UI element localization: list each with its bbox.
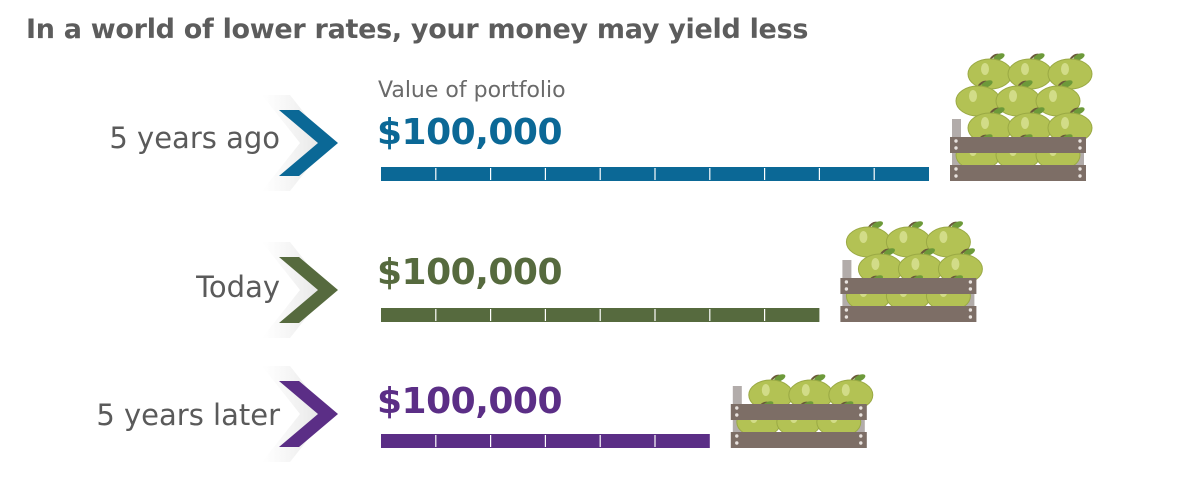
crate-rivet	[859, 413, 863, 417]
apple-highlight	[859, 231, 868, 243]
apple	[845, 226, 891, 258]
apple-leaf	[951, 221, 963, 229]
crate-rivet	[954, 146, 958, 150]
crate-board	[840, 278, 977, 294]
crate-rivet	[844, 287, 849, 291]
crate-rivet	[859, 434, 863, 438]
value-label-5-years-later: $100,000	[377, 381, 563, 422]
apple-highlight	[1061, 117, 1069, 129]
row-group-five-years-later	[262, 366, 874, 462]
row-label-5-years-later: 5 years later	[96, 398, 280, 432]
apple	[955, 85, 1001, 117]
chevron-icon	[279, 110, 338, 176]
apple-leaf	[963, 248, 975, 256]
apple-crate-five-years-later	[730, 374, 874, 448]
crate-rivet	[844, 308, 849, 312]
apple-highlight	[981, 117, 989, 129]
crate-rivet	[735, 441, 739, 445]
crate-board	[730, 432, 867, 448]
apple-highlight	[969, 90, 977, 102]
row-label-today: Today	[196, 270, 280, 304]
crate-rivet	[859, 406, 863, 410]
apple-leaf	[883, 248, 895, 256]
apple-leaf	[993, 107, 1005, 115]
apple-highlight	[841, 384, 850, 396]
row-group-today	[262, 221, 983, 338]
apple-leaf	[993, 53, 1005, 61]
chart-subtitle: Value of portfolio	[378, 78, 566, 103]
row-label-5-years-ago: 5 years ago	[109, 121, 280, 155]
crate-rivet	[844, 280, 849, 284]
apple-highlight	[911, 258, 920, 270]
apple-leaf	[1073, 53, 1085, 61]
crate-board	[950, 137, 1086, 153]
apple-highlight	[939, 231, 948, 243]
crate-rivet	[968, 315, 973, 319]
crate-rivet	[1078, 146, 1082, 150]
crate-rivet	[735, 434, 739, 438]
apple-crate-five-years-ago	[950, 53, 1093, 181]
apple-leaf	[871, 221, 883, 229]
apple-leaf	[1061, 80, 1073, 88]
apple-highlight	[801, 384, 810, 396]
apple-highlight	[1009, 90, 1017, 102]
apple-highlight	[1021, 63, 1029, 75]
apple-leaf	[1073, 107, 1085, 115]
apple-leaf	[774, 374, 786, 382]
apple-highlight	[871, 258, 880, 270]
apple-highlight	[981, 63, 989, 75]
apple-leaf	[1033, 53, 1045, 61]
crate-rivet	[859, 441, 863, 445]
apple-highlight	[1021, 117, 1029, 129]
row-group-five-years-ago	[262, 53, 1093, 191]
apple-highlight	[1049, 90, 1057, 102]
value-label-today: $100,000	[377, 252, 563, 293]
crate-board	[840, 306, 977, 322]
apple-leaf	[923, 248, 935, 256]
apple-highlight	[761, 384, 770, 396]
crate-board	[950, 165, 1086, 181]
apple-crate-today	[840, 221, 983, 322]
chevron-icon	[279, 257, 338, 323]
apple-leaf	[814, 374, 826, 382]
apple-leaf	[1021, 80, 1033, 88]
chart-title: In a world of lower rates, your money ma…	[26, 14, 809, 45]
chevron-icon	[279, 381, 338, 447]
apple-highlight	[899, 231, 908, 243]
apple-leaf	[911, 221, 923, 229]
crate-rivet	[968, 287, 973, 291]
value-label-5-years-ago: $100,000	[377, 112, 563, 153]
crate-rivet	[844, 315, 849, 319]
apple-highlight	[951, 258, 960, 270]
crate-rivet	[968, 308, 973, 312]
crate-board	[730, 404, 867, 420]
crate-rivet	[735, 413, 739, 417]
crate-rivet	[1078, 139, 1082, 143]
crate-rivet	[1078, 174, 1082, 178]
apple-leaf	[981, 80, 993, 88]
crate-rivet	[735, 406, 739, 410]
crate-rivet	[954, 139, 958, 143]
crate-rivet	[954, 174, 958, 178]
crate-rivet	[1078, 167, 1082, 171]
crate-rivet	[968, 280, 973, 284]
apple-leaf	[854, 374, 866, 382]
apple-leaf	[1033, 107, 1045, 115]
crate-rivet	[954, 167, 958, 171]
apple-highlight	[1061, 63, 1069, 75]
